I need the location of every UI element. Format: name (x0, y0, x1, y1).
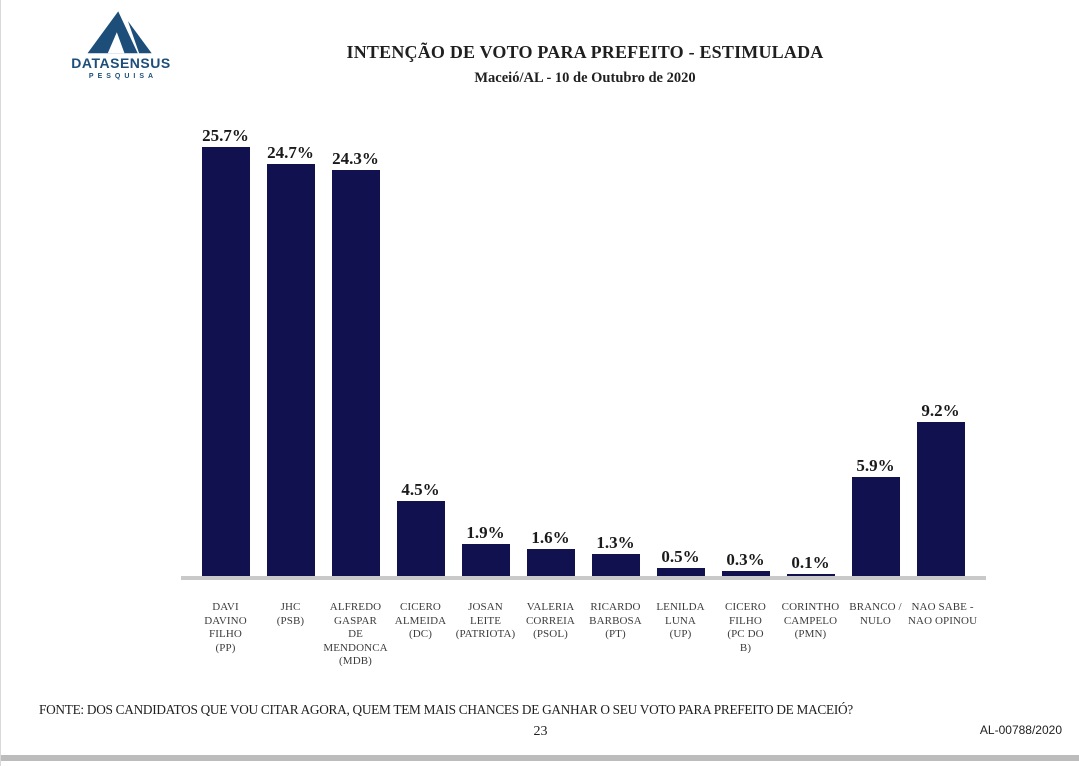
bar-value-label: 5.9% (856, 456, 895, 476)
bar-category-label: JOSAN LEITE (PATRIOTA) (455, 601, 516, 640)
bar-value-label: 1.3% (596, 533, 635, 553)
bar-column: 0.3% (713, 550, 778, 576)
bar-category-label: BRANCO / NULO (849, 601, 902, 627)
bar-column: 1.3% (583, 533, 648, 576)
bar-value-label: 9.2% (921, 401, 960, 421)
document-code: AL-00788/2020 (979, 723, 1062, 737)
bar-value-label: 25.7% (202, 125, 249, 145)
bar-category-label: JHC (PSB) (276, 601, 305, 627)
bar-category-label: CICERO FILHO (PC DO B) (725, 601, 766, 654)
bar-column: 5.9% (843, 456, 908, 576)
bar-column: 24.7% (258, 143, 323, 576)
page-number: 23 (533, 724, 548, 739)
x-axis-line (181, 576, 986, 580)
bar-value-label: 4.5% (401, 479, 440, 499)
bar-value-label: 0.3% (726, 550, 765, 569)
bar-column: 1.9% (453, 523, 518, 576)
category-axis-labels: DAVI DAVINO FILHO (PP) JHC (PSB) ALFREDO GASPAR… (193, 601, 977, 669)
triangle-mountain-icon (87, 11, 154, 56)
bar-category-label: DAVI DAVINO FILHO (PP) (204, 601, 247, 654)
bar-category-label: CICERO ALMEIDA (DC) (394, 601, 447, 640)
bar-value-label: 1.9% (466, 523, 505, 543)
bar (851, 477, 900, 576)
bar-column: 1.6% (518, 528, 583, 576)
chart-subtitle: Maceió/AL - 10 de Outubro de 2020 (474, 70, 696, 86)
bar-category-label: LENILDA LUNA (UP) (656, 601, 705, 640)
bar (331, 170, 380, 576)
bar-column: 0.5% (648, 547, 713, 576)
bar-category-label: RICARDO BARBOSA (PT) (589, 601, 642, 640)
bar-value-label: 24.7% (267, 142, 314, 162)
bar (656, 567, 705, 576)
bar (786, 574, 835, 576)
bar-column: 25.7% (193, 126, 258, 576)
bar-column: 24.3% (323, 149, 388, 576)
bar-category-label: NAO SABE - NAO OPINOU (908, 601, 978, 627)
bar (916, 422, 965, 576)
bar (591, 554, 640, 576)
bar-chart: 25.7% 24.7% 24.3% 4.5% 1.9% 1.6% 1.3% 0.5% 0.3% 0… (193, 0, 973, 576)
bottom-divider (1, 755, 1079, 761)
title-block: INTENÇÃO DE VOTO PARA PREFEITO - ESTIMUL… (181, 42, 989, 87)
bar-column: 4.5% (388, 480, 453, 576)
bar (721, 571, 770, 576)
datasensus-logo: DATASENSUS PESQUISA (69, 10, 173, 82)
brand-tagline: PESQUISA (88, 73, 158, 80)
bar-category-label: ALFREDO GASPAR DE MENDONCA (MDB) (323, 601, 388, 667)
bar-category-label: VALERIA CORREIA (PSOL) (526, 601, 575, 640)
bar (461, 544, 510, 576)
bar-category-label: CORINTHO CAMPELO (PMN) (781, 601, 840, 640)
bar-column: 9.2% (908, 401, 973, 576)
bar-value-label: 0.5% (661, 546, 700, 566)
chart-title: INTENÇÃO DE VOTO PARA PREFEITO - ESTIMUL… (346, 42, 824, 62)
bar-column: 0.1% (778, 553, 843, 576)
bar-value-label: 24.3% (332, 149, 379, 169)
source-note: FONTE: DOS CANDIDATOS QUE VOU CITAR AGOR… (39, 703, 853, 718)
bar (526, 549, 575, 576)
bar (201, 146, 250, 576)
brand-name: DATASENSUS (71, 55, 171, 71)
bar (266, 163, 315, 576)
bar (396, 500, 445, 576)
bar-value-label: 0.1% (791, 553, 830, 573)
bar-value-label: 1.6% (531, 528, 570, 548)
